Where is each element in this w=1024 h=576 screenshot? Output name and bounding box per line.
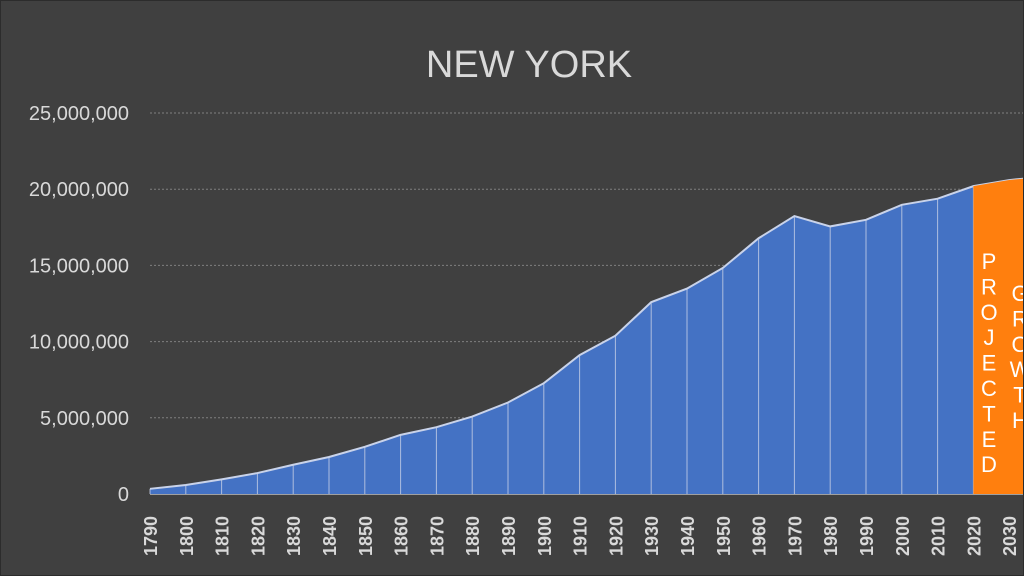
- x-tick-label: 2000: [893, 516, 913, 556]
- projected-label-letter: H: [1012, 408, 1024, 433]
- data-area-layer: [149, 177, 1023, 495]
- area-segment: [687, 267, 723, 494]
- projected-label-letter: E: [982, 427, 997, 452]
- x-tick-label: 1990: [857, 516, 877, 556]
- projected-label-letter: J: [984, 325, 995, 350]
- y-tick-label: 25,000,000: [29, 103, 129, 125]
- x-tick-label: 2010: [929, 516, 949, 556]
- y-tick-label: 5,000,000: [40, 408, 129, 430]
- x-tick-label: 2030: [1000, 516, 1020, 556]
- x-tick-label: 1930: [642, 516, 662, 556]
- area-segment: [400, 427, 437, 494]
- area-segment: [615, 302, 652, 494]
- projected-label-letter: O: [1011, 332, 1024, 357]
- projected-label-letter: G: [1011, 281, 1024, 306]
- x-tick-label: 1810: [213, 516, 233, 556]
- area-segment: [937, 186, 974, 494]
- projected-label-letter: R: [1012, 306, 1024, 331]
- x-tick-label: 1920: [606, 516, 626, 556]
- area-segment: [830, 219, 866, 494]
- x-tick-label: 1870: [427, 516, 447, 556]
- area-segment: [472, 402, 508, 494]
- area-segment: [794, 216, 831, 495]
- area-segment: [436, 416, 473, 494]
- projected-area: [973, 178, 1023, 494]
- area-segment: [579, 335, 616, 494]
- x-tick-label: 1830: [284, 516, 304, 556]
- y-tick-label: 10,000,000: [29, 332, 129, 354]
- x-tick-label: 1800: [177, 516, 197, 556]
- projected-label-letter: T: [1013, 383, 1024, 408]
- projected-label-letter: R: [981, 274, 997, 299]
- x-tick-label: 1940: [678, 516, 698, 556]
- y-tick-label: 15,000,000: [29, 255, 129, 277]
- area-segment: [257, 464, 294, 494]
- projected-label-letter: O: [980, 300, 997, 325]
- y-tick-label: 20,000,000: [29, 179, 129, 201]
- x-tick-label: 1820: [248, 516, 268, 556]
- x-tick-label: 1890: [499, 516, 519, 556]
- projected-label-letter: T: [982, 401, 995, 426]
- area-segment: [758, 216, 795, 495]
- x-tick-label: 2020: [964, 516, 984, 556]
- area-segment: [866, 204, 902, 494]
- area-segment: [293, 456, 329, 494]
- projected-region: PROJECTEDGROWTH: [973, 178, 1024, 494]
- area-segment: [150, 485, 186, 494]
- area-outline: [149, 177, 1023, 490]
- y-axis: 0 5,000,000 10,000,000 15,000,000 20,000,000…: [29, 103, 129, 506]
- projected-label-letter: W: [1010, 357, 1024, 382]
- projected-label-letter: C: [981, 376, 997, 401]
- x-tick-label: 1850: [356, 516, 376, 556]
- projected-label-letter: P: [982, 249, 997, 274]
- x-tick-label: 1980: [821, 516, 841, 556]
- area-segment: [651, 288, 687, 494]
- area-segment: [543, 355, 580, 494]
- x-tick-label: 1840: [320, 516, 340, 556]
- x-tick-label: 1970: [785, 516, 805, 556]
- x-tick-label: 1950: [714, 516, 734, 556]
- projected-label-letter: D: [981, 452, 997, 477]
- x-axis: 1790 1800 1810 1820 1830 1840 1850 1860 1870 1880…: [141, 516, 1020, 556]
- area-segment: [185, 479, 222, 494]
- area-segment: [508, 383, 544, 494]
- area-segment: [364, 434, 401, 494]
- area-segment: [901, 198, 938, 494]
- projected-label: GROWTH: [1010, 281, 1024, 433]
- y-tick-label: 0: [118, 484, 129, 506]
- x-tick-label: 1790: [141, 516, 161, 556]
- x-tick-label: 1880: [463, 516, 483, 556]
- x-tick-label: 1960: [750, 516, 770, 556]
- x-tick-label: 1860: [392, 516, 412, 556]
- chart-title: NEW YORK: [426, 44, 632, 86]
- projected-label-letter: E: [982, 351, 997, 376]
- x-tick-label: 1910: [571, 516, 591, 556]
- area-segment: [329, 446, 365, 494]
- area-segment: [722, 238, 759, 494]
- x-tick-label: 1900: [535, 516, 555, 556]
